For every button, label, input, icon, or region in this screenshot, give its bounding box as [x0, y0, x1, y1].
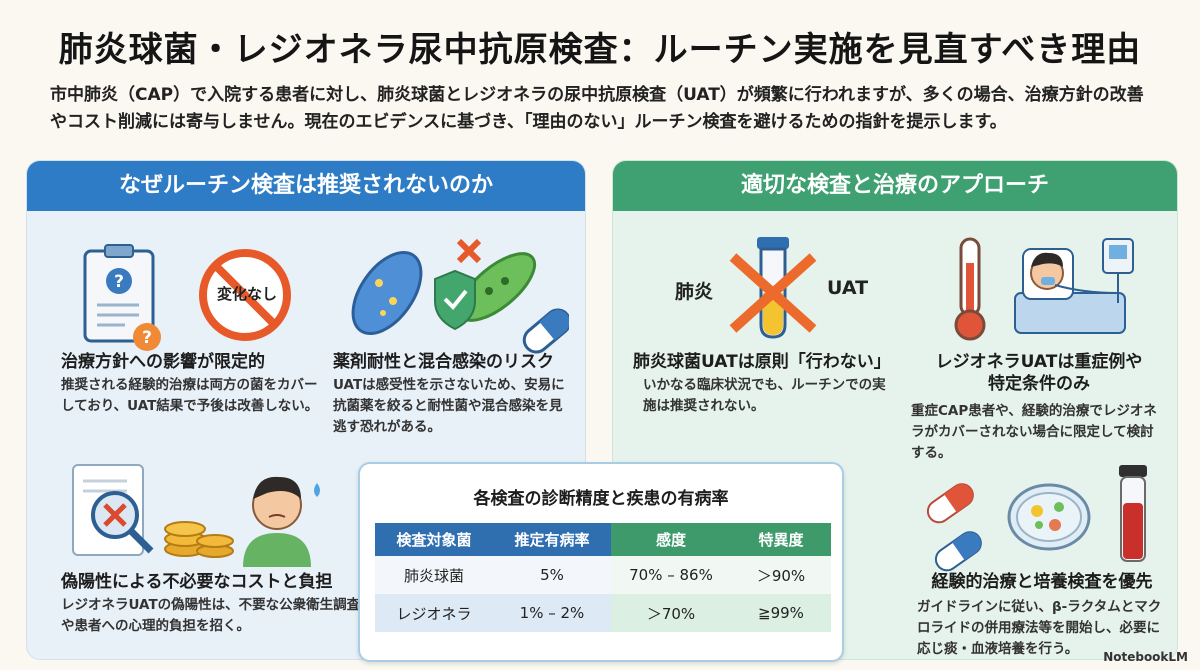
table-cell: 肺炎球菌 [375, 556, 493, 594]
item3-icons [67, 459, 337, 573]
left-panel-header: なぜルーチン検査は推奨されないのか [27, 161, 585, 211]
item-legionella-uat: レジオネラUATは重症例や 特定条件のみ [919, 351, 1159, 395]
column-header: 推定有病率 [493, 523, 611, 556]
column-header: 感度 [611, 523, 731, 556]
column-header: 特異度 [731, 523, 831, 556]
table-cell: ≧99% [731, 594, 831, 632]
table-cell: ＞90% [731, 556, 831, 594]
item-body: いかなる臨床状況でも、ルーチンでの実施は推奨されない。 [643, 377, 886, 414]
shield-check-icon [434, 269, 476, 331]
item-body: ガイドラインに従い、β-ラクタムとマクロライドの併用療法等を開始し、必要に応じ痰… [917, 599, 1162, 657]
accuracy-table: 検査対象菌 推定有病率 感度 特異度 肺炎球菌 5% 70% – 86% ＞90… [375, 523, 831, 632]
item-body: レジオネラUATの偽陽性は、不要な公衆衛生調査や患者への心理的負担を招く。 [61, 597, 361, 634]
accuracy-table-card: 各検査の診断精度と疾患の有病率 検査対象菌 推定有病率 感度 特異度 肺炎球菌 … [358, 462, 844, 662]
blood-culture-tube-icon [1119, 465, 1147, 562]
no-change-label: 変化なし [216, 285, 277, 303]
table-cell: 5% [493, 556, 611, 594]
intro-text: 市中肺炎（CAP）で入院する患者に対し、肺炎球菌とレジオネラの尿中抗原検査（UA… [50, 85, 1144, 132]
right-panel-header: 適切な検査と治療のアプローチ [613, 161, 1177, 211]
thermometer-icon [954, 237, 986, 341]
item-title: 肺炎球菌UATは原則「行わない」 [633, 352, 891, 372]
table-row: 肺炎球菌 5% 70% – 86% ＞90% [375, 556, 831, 594]
no-change-icon [199, 249, 291, 341]
capsule-icon [522, 308, 572, 354]
table-row: レジオネラ 1% – 2% ＞70% ≧99% [375, 594, 831, 632]
item-pneumococcal-uat: 肺炎球菌UATは原則「行わない」 いかなる臨床状況でも、ルーチンでの実施は推奨さ… [633, 351, 903, 417]
item-title: 偽陽性による不必要なコストと負担 [61, 572, 333, 592]
pneumonia-label: 肺炎 [675, 281, 714, 303]
item-body: 推奨される経験的治療は両方の菌をカバーしており、UAT結果で予後は改善しない。 [61, 377, 319, 414]
item-title: レジオネラUATは重症例や [935, 352, 1143, 372]
uat-label: UAT [827, 277, 869, 299]
table-cell: レジオネラ [375, 594, 493, 632]
item-title: 特定条件のみ [988, 374, 1090, 394]
item2-icons [349, 235, 572, 359]
clipboard-question-icon: ? ? [83, 244, 291, 351]
table-cell: 1% – 2% [493, 594, 611, 632]
item1-icons: ? ? [77, 241, 337, 365]
page-title: 肺炎球菌・レジオネラ尿中抗原検査：ルーチン実施を見直すべき理由 [58, 30, 1142, 70]
document-magnifier-icon [72, 464, 154, 556]
item-false-positive: 偽陽性による不必要なコストと負担 レジオネラUATの偽陽性は、不要な公衆衛生調査… [61, 571, 371, 637]
column-header: 検査対象菌 [375, 523, 493, 556]
notebooklm-watermark: NotebookLM [1103, 650, 1188, 664]
item-empiric-culture: 経験的治療と培養検査を優先 ガイドラインに従い、β-ラクタムとマクロライドの併用… [917, 571, 1167, 659]
left-panel: なぜルーチン検査は推奨されないのか ? ? 変化なし 治療方針への影響が限定的 … [26, 160, 586, 660]
svg-text:?: ? [114, 272, 124, 292]
item-title: 経験的治療と培養検査を優先 [931, 572, 1153, 592]
svg-text:?: ? [142, 328, 152, 348]
item-title: 薬剤耐性と混合感染のリスク [333, 352, 554, 372]
item-body: UATは感受性を示さないため、安易に抗菌薬を絞ると耐性菌や混合感染を見逃す恐れが… [333, 377, 565, 435]
table-cell: ＞70% [611, 594, 731, 632]
item-title: 治療方針への影響が限定的 [61, 352, 265, 372]
item-body: 重症CAP患者や、経験的治療でレジオネラがカバーされない場合に限定して検討する。 [911, 403, 1157, 461]
crossed-test-tube-icon [713, 233, 833, 347]
coins-icon [164, 521, 234, 558]
capsules-icon [926, 483, 982, 572]
petri-dish-icon [1007, 483, 1091, 551]
bacteria-icon [351, 238, 572, 354]
item2-right-icons [943, 233, 1163, 347]
worried-person-icon [243, 476, 320, 567]
item-resistance-risk: 薬剤耐性と混合感染のリスク UATは感受性を示さないため、安易に抗菌薬を絞ると耐… [333, 351, 573, 438]
table-cell: 70% – 86% [611, 556, 731, 594]
item-limited-impact: 治療方針への影響が限定的 推奨される経験的治療は両方の菌をカバーしており、UAT… [61, 351, 321, 417]
hospital-patient-icon [1014, 238, 1134, 334]
table-title: 各検査の診断精度と疾患の有病率 [473, 489, 729, 509]
item3-right-icons [909, 463, 1169, 577]
